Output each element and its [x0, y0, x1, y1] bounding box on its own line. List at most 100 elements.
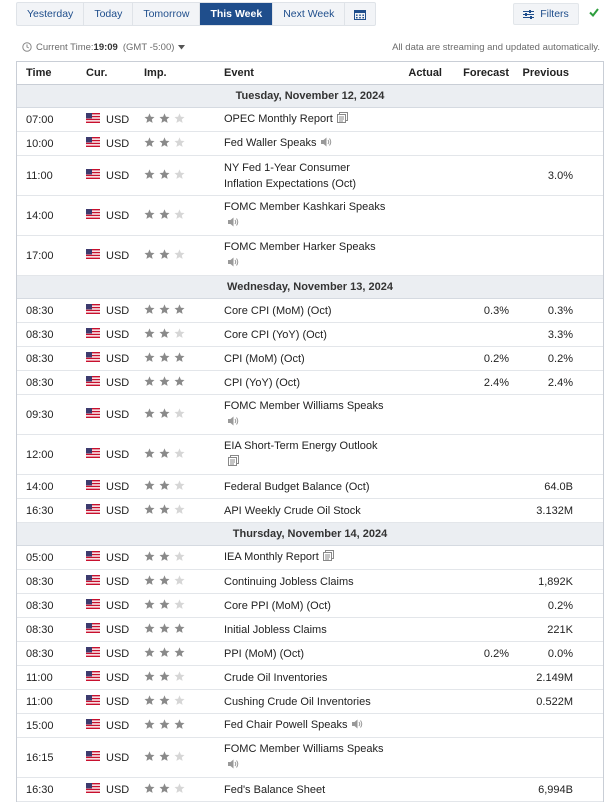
table-row[interactable]: 11:00 USD Crude Oil Inventories 2.149M: [17, 666, 603, 690]
event-time: 08:30: [26, 575, 54, 588]
tab-today[interactable]: Today: [84, 3, 134, 25]
table-row[interactable]: 16:15 USD FOMC Member Williams Speaks: [17, 738, 603, 778]
event-name-text[interactable]: IEA Monthly Report: [224, 551, 319, 564]
event-name[interactable]: FOMC Member Williams Speaks: [224, 743, 384, 771]
star-icon: [144, 208, 155, 223]
star-icon: [144, 407, 155, 422]
event-name[interactable]: CPI (MoM) (Oct): [224, 353, 305, 365]
event-name[interactable]: Fed Waller Speaks: [224, 137, 332, 149]
tab-yesterday[interactable]: Yesterday: [17, 3, 85, 25]
event-time: 08:30: [26, 304, 54, 317]
tab-tomorrow[interactable]: Tomorrow: [133, 3, 201, 25]
event-name-text[interactable]: Crude Oil Inventories: [224, 671, 328, 684]
calendar-picker-button[interactable]: [345, 3, 375, 25]
tab-next-week[interactable]: Next Week: [273, 3, 346, 25]
event-name-text[interactable]: Continuing Jobless Claims: [224, 575, 354, 588]
event-name[interactable]: FOMC Member Kashkari Speaks: [224, 201, 385, 229]
event-name[interactable]: Continuing Jobless Claims: [224, 576, 354, 588]
event-name[interactable]: Core CPI (YoY) (Oct): [224, 329, 327, 341]
table-row[interactable]: 07:00 USD OPEC Monthly Report: [17, 108, 603, 132]
table-row[interactable]: 08:30 USD Core PPI (MoM) (Oct) 0.2%: [17, 594, 603, 618]
event-name-text[interactable]: CPI (YoY) (Oct): [224, 376, 300, 389]
table-row[interactable]: 16:30 USD API Weekly Crude Oil Stock 3.132M: [17, 499, 603, 523]
chevron-down-icon[interactable]: [178, 44, 186, 50]
table-row[interactable]: 08:30 USD Core CPI (MoM) (Oct) 0.3% 0.3%: [17, 299, 603, 323]
event-name[interactable]: Federal Budget Balance (Oct): [224, 481, 370, 493]
table-row[interactable]: 14:00 USD FOMC Member Kashkari Speaks: [17, 196, 603, 236]
event-name-text[interactable]: Fed's Balance Sheet: [224, 783, 326, 796]
event-previous: 0.3%: [547, 304, 573, 317]
event-name-text[interactable]: CPI (MoM) (Oct): [224, 352, 305, 365]
event-name[interactable]: Fed Chair Powell Speaks: [224, 719, 363, 731]
table-row[interactable]: 11:00 USD NY Fed 1-Year Consumer Inflation…: [17, 156, 603, 196]
event-name-text[interactable]: API Weekly Crude Oil Stock: [224, 504, 361, 517]
event-name-text[interactable]: FOMC Member Harker Speaks: [224, 241, 376, 254]
star-icon: [144, 670, 155, 685]
table-row[interactable]: 08:30 USD PPI (MoM) (Oct) 0.2% 0.0%: [17, 642, 603, 666]
table-row[interactable]: 11:00 USD Cushing Crude Oil Inventories 0.5…: [17, 690, 603, 714]
table-row[interactable]: 09:30 USD FOMC Member Williams Speaks: [17, 395, 603, 435]
table-row[interactable]: 15:00 USD Fed Chair Powell Speaks: [17, 714, 603, 738]
event-currency: USD: [79, 623, 138, 636]
event-cell: FOMC Member Williams Speaks: [218, 741, 390, 773]
event-name-text[interactable]: Fed Chair Powell Speaks: [224, 719, 348, 732]
event-name[interactable]: Cushing Crude Oil Inventories: [224, 696, 371, 708]
importance-stars: [138, 598, 218, 613]
event-name-text[interactable]: EIA Short-Term Energy Outlook: [224, 440, 378, 453]
importance-stars: [138, 407, 218, 422]
table-row[interactable]: 10:00 USD Fed Waller Speaks: [17, 132, 603, 156]
event-name[interactable]: EIA Short-Term Energy Outlook: [224, 440, 377, 468]
event-name-text[interactable]: PPI (MoM) (Oct): [224, 647, 305, 660]
tab-this-week[interactable]: This Week: [200, 3, 274, 25]
table-row[interactable]: 05:00 USD IEA Monthly Report: [17, 546, 603, 570]
table-row[interactable]: 08:30 USD Core CPI (YoY) (Oct) 3.3%: [17, 323, 603, 347]
table-row[interactable]: 08:30 USD Continuing Jobless Claims 1,892K: [17, 570, 603, 594]
event-name[interactable]: PPI (MoM) (Oct): [224, 648, 304, 660]
us-flag-icon: [86, 376, 100, 389]
event-name[interactable]: Initial Jobless Claims: [224, 624, 327, 636]
event-name-text[interactable]: NY Fed 1-Year Consumer Inflation Expecta…: [224, 161, 357, 190]
table-row[interactable]: 17:00 USD FOMC Member Harker Speaks: [17, 236, 603, 276]
importance-stars: [138, 694, 218, 709]
event-currency: USD: [79, 113, 138, 126]
event-name-text[interactable]: Initial Jobless Claims: [224, 623, 327, 636]
event-name-text[interactable]: FOMC Member Williams Speaks: [224, 400, 384, 413]
table-row[interactable]: 08:30 USD CPI (YoY) (Oct) 2.4% 2.4%: [17, 371, 603, 395]
event-name[interactable]: Crude Oil Inventories: [224, 672, 327, 684]
table-row[interactable]: 14:00 USD Federal Budget Balance (Oct) 64.0…: [17, 475, 603, 499]
event-name[interactable]: Core PPI (MoM) (Oct): [224, 600, 331, 612]
header-event: Event: [224, 67, 254, 79]
event-name-text[interactable]: Core CPI (YoY) (Oct): [224, 328, 327, 341]
star-icon: [159, 646, 170, 661]
importance-stars: [138, 503, 218, 518]
event-name[interactable]: FOMC Member Harker Speaks: [224, 241, 376, 269]
event-name[interactable]: CPI (YoY) (Oct): [224, 377, 300, 389]
event-name-text[interactable]: Federal Budget Balance (Oct): [224, 480, 370, 493]
event-currency: USD: [79, 352, 138, 365]
event-name-text[interactable]: Core CPI (MoM) (Oct): [224, 304, 332, 317]
table-row[interactable]: 08:30 USD CPI (MoM) (Oct) 0.2% 0.2%: [17, 347, 603, 371]
event-name[interactable]: API Weekly Crude Oil Stock: [224, 505, 361, 517]
event-cell: Continuing Jobless Claims: [218, 574, 390, 590]
header-importance: Imp.: [144, 67, 167, 79]
table-row[interactable]: 08:30 USD Initial Jobless Claims 221K: [17, 618, 603, 642]
event-name-text[interactable]: FOMC Member Kashkari Speaks: [224, 201, 386, 214]
event-name-text[interactable]: Core PPI (MoM) (Oct): [224, 599, 331, 612]
table-row[interactable]: 16:30 USD Fed's Balance Sheet 6,994B: [17, 778, 603, 802]
event-name[interactable]: OPEC Monthly Report: [224, 111, 348, 126]
event-name[interactable]: NY Fed 1-Year Consumer Inflation Expecta…: [224, 162, 356, 190]
event-name-text[interactable]: FOMC Member Williams Speaks: [224, 743, 384, 756]
star-icon: [159, 622, 170, 637]
event-name[interactable]: FOMC Member Williams Speaks: [224, 400, 384, 428]
check-icon: [589, 8, 599, 17]
event-name-text[interactable]: Cushing Crude Oil Inventories: [224, 695, 371, 708]
filters-label: Filters: [540, 8, 569, 20]
event-name-text[interactable]: OPEC Monthly Report: [224, 113, 333, 126]
event-name[interactable]: Fed's Balance Sheet: [224, 784, 325, 796]
timezone-selector[interactable]: (GMT -5:00): [122, 41, 175, 53]
table-row[interactable]: 12:00 USD EIA Short-Term Energy Outlook: [17, 435, 603, 475]
event-name[interactable]: Core CPI (MoM) (Oct): [224, 305, 332, 317]
event-name[interactable]: IEA Monthly Report: [224, 549, 334, 564]
event-name-text[interactable]: Fed Waller Speaks: [224, 137, 317, 150]
filters-button[interactable]: Filters: [513, 3, 579, 25]
